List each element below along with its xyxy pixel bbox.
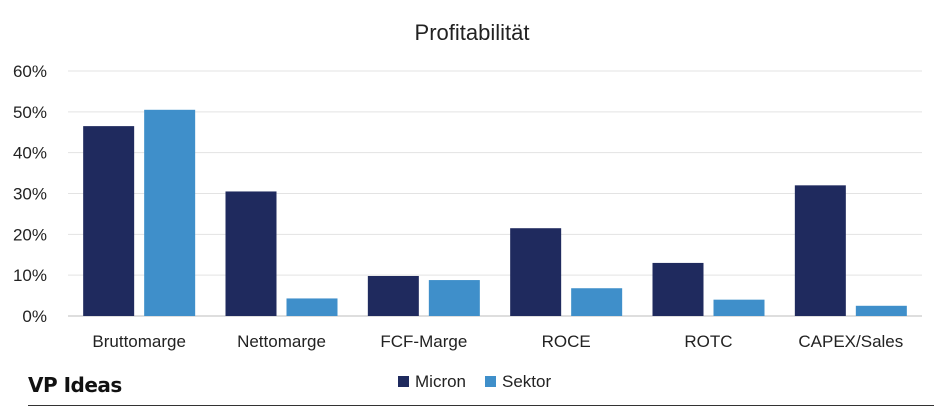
x-axis-ticks: Bruttomarge Nettomarge FCF-Marge ROCE ROTC CA… <box>92 332 903 351</box>
footer-rule <box>28 405 934 406</box>
y-tick-label: 40% <box>13 144 47 163</box>
x-tick-label: ROTC <box>684 332 732 351</box>
legend: Micron Sektor <box>398 372 551 391</box>
y-tick-label: 0% <box>22 307 47 326</box>
bar-sektor-rotc <box>713 299 765 316</box>
legend-swatch-sektor <box>485 376 496 387</box>
y-tick-label: 30% <box>13 185 47 204</box>
x-tick-label: FCF-Marge <box>380 332 467 351</box>
bar-micron-roce <box>510 228 562 316</box>
y-tick-label: 10% <box>13 266 47 285</box>
x-tick-label: ROCE <box>542 332 591 351</box>
legend-swatch-micron <box>398 376 409 387</box>
bar-sektor-bruttomarge <box>144 109 196 317</box>
bar-sektor-capex-sales <box>855 305 907 316</box>
y-axis-ticks: 0% 10% 20% 30% 40% 50% 60% <box>13 62 47 326</box>
bar-micron-nettomarge <box>225 191 277 316</box>
x-tick-label: CAPEX/Sales <box>798 332 903 351</box>
bar-micron-bruttomarge <box>83 126 135 316</box>
bar-micron-rotc <box>652 262 704 316</box>
y-tick-label: 50% <box>13 103 47 122</box>
legend-label-sektor: Sektor <box>502 372 551 391</box>
bars <box>83 109 907 317</box>
gridlines <box>68 70 922 317</box>
bar-sektor-fcf-marge <box>428 280 480 316</box>
x-tick-label: Nettomarge <box>237 332 326 351</box>
bar-sektor-roce <box>571 288 623 316</box>
x-tick-label: Bruttomarge <box>92 332 186 351</box>
bar-micron-capex-sales <box>794 185 846 316</box>
y-tick-label: 20% <box>13 225 47 244</box>
vp-ideas-logo: VP Ideas <box>28 373 122 397</box>
bar-micron-fcf-marge <box>367 275 419 316</box>
chart-title: Profitabilität <box>415 20 530 45</box>
bar-sektor-nettomarge <box>286 298 338 316</box>
y-tick-label: 60% <box>13 62 47 81</box>
legend-label-micron: Micron <box>415 372 466 391</box>
